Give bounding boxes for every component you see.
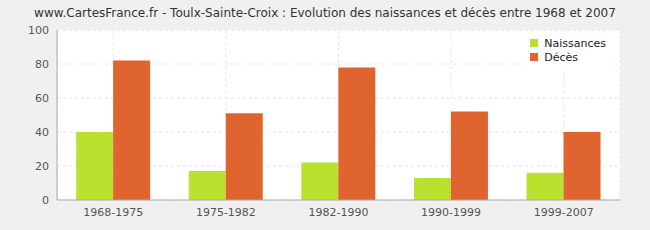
svg-text:20: 20: [35, 160, 49, 173]
svg-text:1999-2007: 1999-2007: [534, 206, 594, 219]
svg-text:60: 60: [35, 92, 49, 105]
svg-text:80: 80: [35, 58, 49, 71]
svg-text:1990-1999: 1990-1999: [421, 206, 481, 219]
svg-text:1975-1982: 1975-1982: [196, 206, 256, 219]
svg-text:1982-1990: 1982-1990: [309, 206, 369, 219]
html-text:Décès: Décès: [544, 50, 578, 64]
html-text:www.CartesFrance.fr - Toulx-Sa: www.CartesFrance.fr - Toulx-Sainte-Croix…: [34, 6, 616, 20]
svg-text:0: 0: [42, 194, 49, 207]
html-text:Naissances: Naissances: [544, 36, 606, 50]
svg-text:40: 40: [35, 126, 49, 139]
svg-text:100: 100: [28, 24, 49, 37]
svg-text:1968-1975: 1968-1975: [83, 206, 143, 219]
